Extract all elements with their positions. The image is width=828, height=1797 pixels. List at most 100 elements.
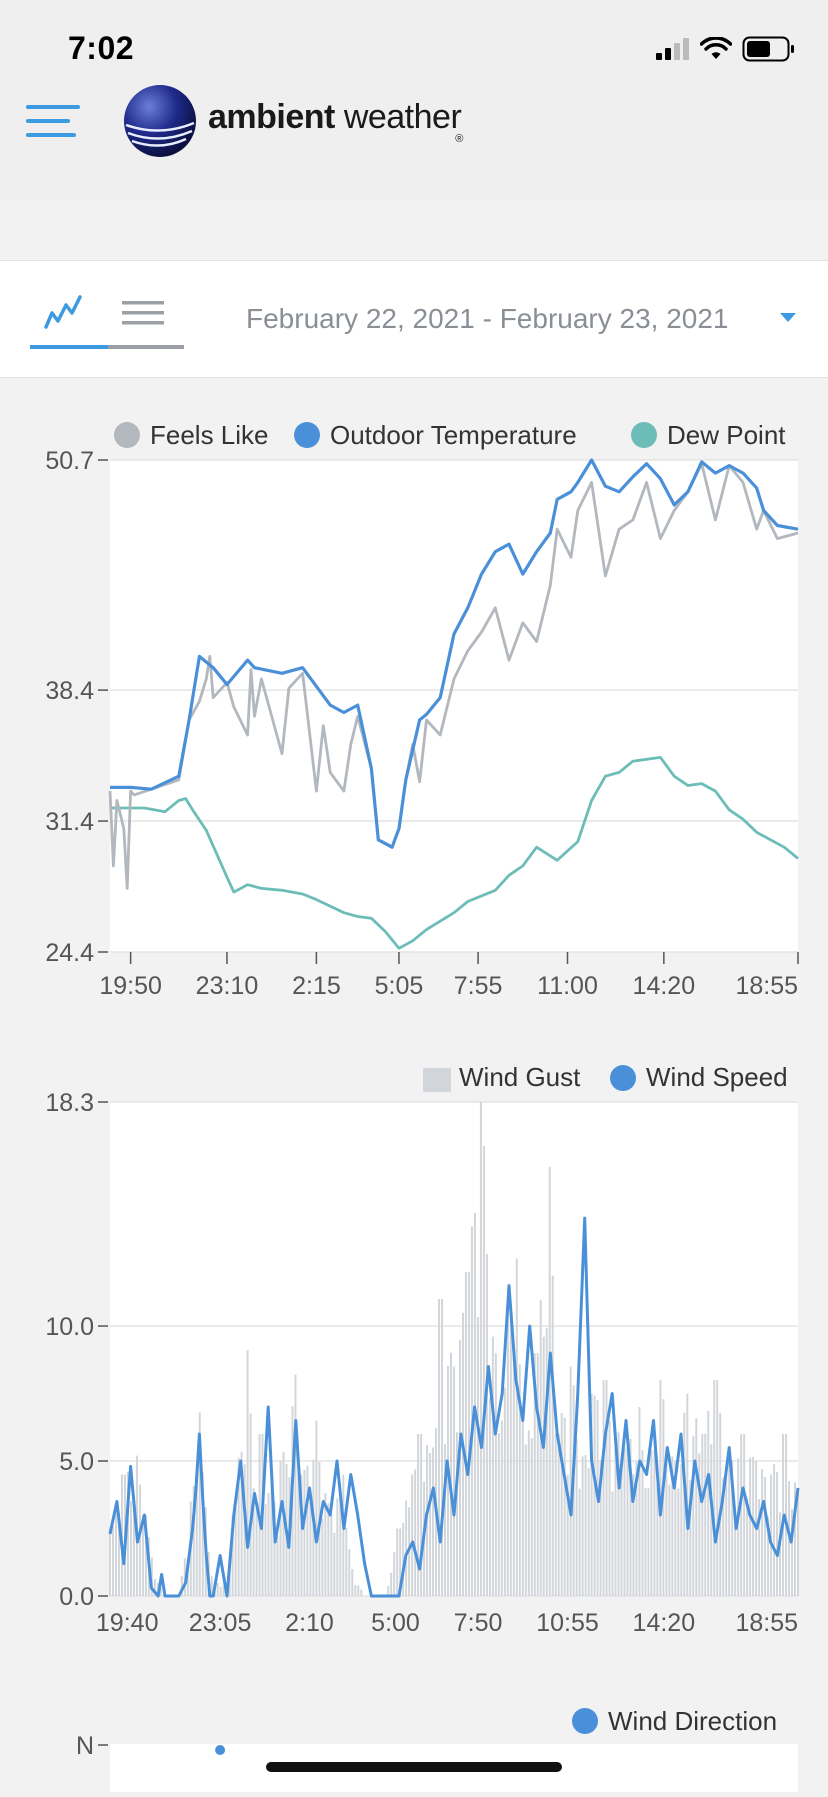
hamburger-menu-icon[interactable] [26, 105, 80, 149]
wind-gust-bar [357, 1585, 360, 1596]
wind-gust-bar [192, 1486, 195, 1596]
wind-gust-bar [599, 1460, 602, 1596]
wind-gust-bar [728, 1447, 731, 1596]
caret-down-icon[interactable] [780, 313, 796, 322]
wind-gust-bar [201, 1472, 204, 1596]
x-tick-label: 5:05 [375, 972, 424, 1000]
y-tick-label: 5.0 [59, 1448, 94, 1476]
wind-gust-bar [129, 1501, 132, 1596]
wind-gust-bar [417, 1434, 420, 1596]
x-tick-label: 23:10 [196, 972, 259, 1000]
wind-gust-bar [470, 1226, 473, 1596]
legend-marker [610, 1065, 636, 1091]
wind-gust-bar [692, 1436, 695, 1596]
wind-gust-bar [216, 1583, 219, 1596]
wind-gust-bar [396, 1528, 399, 1596]
wind-gust-bar [674, 1460, 677, 1596]
x-tick-label: 2:10 [285, 1609, 334, 1637]
wind-gust-bar [746, 1498, 749, 1596]
wind-gust-bar [683, 1412, 686, 1596]
wind-gust-bar [611, 1491, 614, 1596]
wind-gust-bar [255, 1505, 258, 1596]
wind-gust-bar [354, 1585, 357, 1596]
wind-gust-bar [575, 1438, 578, 1596]
wind-gust-bar [542, 1336, 545, 1596]
wind-gust-bar [219, 1586, 222, 1596]
wind-gust-bar [183, 1558, 186, 1596]
wind-gust-bar [114, 1505, 117, 1596]
x-tick-label: 11:00 [537, 972, 598, 1000]
x-tick-label: 23:05 [189, 1609, 252, 1637]
wind-gust-bar [345, 1527, 348, 1596]
wind-gust-bar [509, 1312, 512, 1596]
wind-gust-bar [629, 1438, 632, 1596]
legend-label: Outdoor Temperature [330, 420, 577, 450]
date-range-selector[interactable]: February 22, 2021 - February 23, 2021 [246, 303, 729, 334]
wind-gust-bar [770, 1474, 773, 1596]
charts-svg: Feels Like Outdoor Temperature Dew Point 50… [45, 420, 800, 1792]
wind-gust-bar [222, 1585, 225, 1596]
wind-gust-bar [545, 1327, 548, 1596]
wind-gust-bar [132, 1495, 135, 1596]
wind-gust-bar [264, 1504, 267, 1596]
wind-gust-bar [623, 1447, 626, 1596]
wind-gust-bar [444, 1444, 447, 1596]
header-spacer [0, 200, 828, 260]
wind-gust-bar [294, 1374, 297, 1596]
wind-gust-bar [761, 1469, 764, 1596]
legend-marker [631, 422, 657, 448]
wind-gust-bar [485, 1253, 488, 1596]
wind-gust-bar [773, 1464, 776, 1596]
wind-gust-bar [593, 1395, 596, 1596]
wind-gust-bar [109, 1528, 111, 1596]
wind-gust-bar [776, 1472, 779, 1596]
ambient-weather-logo[interactable]: ambient weather® [122, 83, 463, 159]
wind-gust-bar [348, 1548, 351, 1596]
wind-gust-bar [704, 1433, 707, 1596]
wind-gust-bar [716, 1380, 719, 1596]
wind-gust-bar [578, 1488, 581, 1596]
list-view-tab[interactable] [108, 291, 184, 349]
wind-gust-bar [249, 1413, 252, 1596]
x-tick-label: 14:20 [633, 1609, 696, 1637]
wind-gust-bar [282, 1452, 285, 1596]
wind-gust-bar [159, 1587, 162, 1596]
chart-controls: February 22, 2021 - February 23, 2021 [0, 260, 828, 378]
wind-gust-bar [749, 1457, 752, 1596]
wind-gust-bar [180, 1575, 183, 1596]
wind-gust-bar [725, 1466, 728, 1596]
wind-gust-bar [701, 1434, 704, 1596]
status-bar: 7:02 [0, 0, 828, 95]
wind-gust-bar [441, 1299, 444, 1596]
wifi-icon [700, 37, 732, 59]
wind-gust-bar [659, 1380, 662, 1596]
wind-gust-bar [719, 1412, 722, 1596]
chart-view-tab[interactable] [30, 291, 108, 349]
wind-gust-bar [246, 1350, 249, 1596]
wind-gust-bar [512, 1347, 515, 1596]
wind-gust-bar [671, 1456, 674, 1596]
wind-gust-bar [243, 1464, 246, 1596]
wind-gust-bar [327, 1503, 330, 1596]
wind-gust-bar [737, 1458, 740, 1596]
wind-gust-bar [551, 1275, 554, 1596]
wind-gust-bar [405, 1500, 408, 1596]
wind-gust-bar [333, 1532, 336, 1596]
wind-gust-bar [231, 1515, 234, 1596]
wind-gust-bar [150, 1557, 153, 1596]
x-tick-label: 19:40 [96, 1609, 159, 1637]
legend-marker [572, 1708, 598, 1734]
legend-marker [114, 422, 140, 448]
wind-gust-bar [521, 1407, 524, 1596]
wind-gust-bar [554, 1434, 557, 1596]
wind-gust-bar [267, 1493, 270, 1596]
legend-label: Wind Speed [646, 1062, 788, 1092]
wind-gust-bar [240, 1451, 243, 1596]
wind-gust-bar [144, 1515, 147, 1596]
wind-gust-bar [429, 1453, 432, 1596]
wind-gust-bar [734, 1508, 737, 1596]
wind-gust-bar [791, 1509, 794, 1596]
y-tick-label: 0.0 [59, 1583, 94, 1611]
wind-gust-bar [767, 1516, 770, 1596]
wind-gust-bar [237, 1457, 240, 1596]
